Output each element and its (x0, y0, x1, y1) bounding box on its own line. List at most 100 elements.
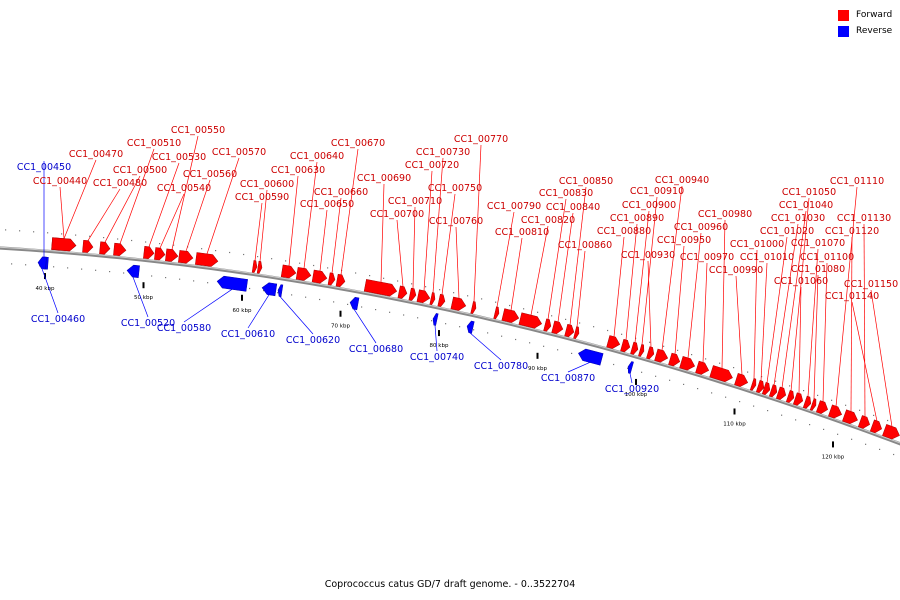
gene-label: CC1_00440 (33, 176, 87, 187)
gene-arrow-cc1-00520[interactable] (126, 264, 140, 278)
minor-dot-top (145, 241, 147, 243)
gene-arrow-cc1-01000[interactable] (749, 378, 758, 391)
gene-arrow-cc1-00710[interactable] (408, 287, 417, 301)
gene-arrow-cc1-00700[interactable] (397, 285, 408, 299)
minor-dot-bottom (179, 278, 181, 280)
gene-arrow-cc1-01020[interactable] (761, 382, 771, 395)
gene-arrow-cc1-00870[interactable] (577, 347, 604, 366)
gene-arrow-cc1-01060[interactable] (792, 392, 804, 407)
label-leader (206, 157, 240, 255)
gene-arrow-cc1-00730[interactable] (429, 292, 436, 306)
legend-forward-label: Forward (856, 10, 893, 20)
legend-reverse-label: Reverse (856, 26, 893, 36)
gene-arrow-cc1-00990[interactable] (734, 373, 749, 388)
gene-arrow-cc1-01040[interactable] (775, 386, 787, 401)
minor-dot-top (551, 315, 553, 317)
minor-dot-bottom (11, 263, 13, 265)
gene-label: CC1_00760 (429, 216, 483, 227)
gene-arrow-cc1-00920[interactable] (626, 361, 634, 374)
gene-arrow-cc1-00740[interactable] (432, 313, 439, 326)
gene-arrow-cc1-00750[interactable] (437, 293, 446, 307)
label-leader (576, 250, 586, 327)
gene-arrow-cc1-00570[interactable] (195, 252, 219, 268)
major-tick (339, 310, 342, 317)
gene-arrow-cc1-00630[interactable] (280, 264, 297, 279)
label-leader (625, 223, 638, 341)
gene-arrow-cc1-00650[interactable] (311, 269, 328, 284)
gene-arrow-cc1-00610[interactable] (261, 282, 278, 297)
minor-dot-top (131, 239, 133, 242)
minor-dot-top (705, 358, 707, 360)
gene-arrow-cc1-00590[interactable] (251, 260, 258, 273)
label-leader (473, 144, 482, 302)
tick-label: 110 kbp (723, 421, 746, 427)
gene-arrow-cc1-00970[interactable] (695, 360, 711, 376)
gene-arrow-cc1-00540[interactable] (154, 247, 166, 261)
minor-dot-bottom (459, 326, 461, 328)
gene-arrow-cc1-00600[interactable] (256, 260, 263, 274)
gene-arrow-cc1-01120[interactable] (842, 409, 859, 426)
gene-arrow-cc1-00640[interactable] (295, 267, 312, 281)
minor-dot-bottom (445, 323, 447, 325)
gene-label: CC1_00450 (17, 162, 71, 173)
gene-arrow-cc1-00880[interactable] (606, 335, 622, 350)
gene-arrow-cc1-00940[interactable] (654, 348, 670, 364)
gene-arrow-cc1-00890[interactable] (620, 338, 632, 353)
gene-arrow-cc1-00460[interactable] (37, 256, 47, 270)
gene-arrow-cc1-00510[interactable] (113, 242, 127, 256)
minor-dot-top (873, 414, 875, 416)
gene-arrow-cc1-01100[interactable] (815, 400, 829, 416)
label-leader (863, 223, 866, 417)
gene-arrow-cc1-00840[interactable] (551, 320, 565, 335)
gene-label: CC1_00670 (331, 138, 385, 149)
gene-arrow-cc1-00530[interactable] (143, 246, 155, 260)
gene-arrow-cc1-01010[interactable] (755, 380, 765, 393)
gene-arrow-cc1-01130[interactable] (857, 415, 871, 430)
minor-dot-top (257, 256, 259, 258)
gene-arrow-cc1-00720[interactable] (416, 289, 431, 304)
gene-arrow-cc1-00910[interactable] (638, 344, 645, 357)
label-leader (641, 196, 658, 345)
gene-arrow-cc1-01080[interactable] (809, 398, 818, 411)
forward-swatch (838, 9, 849, 21)
gene-arrow-cc1-00850[interactable] (564, 323, 576, 338)
gene-arrow-cc1-00760[interactable] (450, 296, 467, 312)
gene-arrow-cc1-01140[interactable] (869, 419, 884, 435)
label-leader (835, 186, 858, 407)
label-leader (423, 170, 433, 291)
gene-arrow-cc1-00560[interactable] (178, 250, 194, 264)
gene-arrow-cc1-00690[interactable] (363, 279, 398, 297)
gene-label: CC1_01000 (730, 239, 784, 250)
gene-arrow-cc1-01110[interactable] (828, 404, 843, 420)
gene-arrow-cc1-00500[interactable] (99, 241, 111, 255)
gene-arrow-cc1-00930[interactable] (646, 346, 655, 360)
gene-arrow-cc1-01070[interactable] (802, 395, 813, 409)
gene-arrow-cc1-00660[interactable] (327, 272, 336, 286)
gene-arrow-cc1-00900[interactable] (630, 341, 639, 355)
gene-arrow-cc1-00960[interactable] (679, 356, 697, 372)
gene-arrow-cc1-00770[interactable] (470, 301, 478, 314)
gene-arrow-cc1-00670[interactable] (335, 273, 346, 287)
gene-arrow-cc1-00780[interactable] (466, 320, 475, 334)
gene-arrow-cc1-00810[interactable] (501, 308, 520, 324)
gene-label: CC1_00740 (410, 352, 464, 363)
minor-dot-bottom (851, 438, 853, 440)
gene-arrow-cc1-00480[interactable] (82, 239, 94, 253)
gene-arrow-cc1-00980[interactable] (709, 365, 735, 384)
gene-arrow-cc1-00860[interactable] (573, 326, 581, 340)
gene-arrow-cc1-00620[interactable] (277, 284, 284, 298)
gene-arrow-cc1-01030[interactable] (768, 384, 778, 398)
gene-arrow-cc1-00580[interactable] (216, 275, 248, 292)
gene-arrow-cc1-00680[interactable] (349, 296, 360, 311)
minor-dot-top (719, 362, 721, 364)
gene-arrow-cc1-00950[interactable] (668, 352, 681, 367)
gene-arrow-cc1-00470[interactable] (51, 237, 77, 252)
gene-arrow-cc1-00820[interactable] (518, 312, 543, 330)
gene-arrow-cc1-01150[interactable] (882, 424, 900, 441)
major-tick (241, 294, 243, 301)
gene-arrow-cc1-01050[interactable] (785, 389, 796, 403)
gene-arrow-cc1-00790[interactable] (493, 306, 501, 320)
gene-arrow-cc1-00830[interactable] (543, 318, 553, 332)
label-leader (661, 185, 683, 351)
gene-arrow-cc1-00550[interactable] (165, 248, 179, 262)
